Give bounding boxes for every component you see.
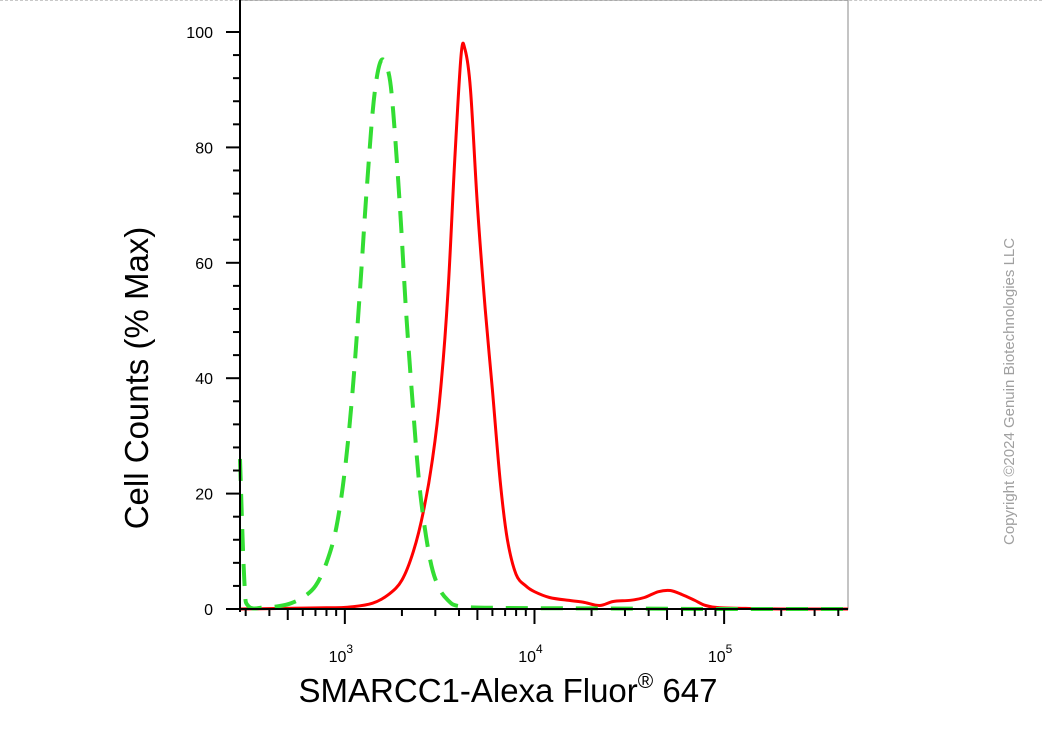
histogram-curves: [238, 41, 849, 612]
y-tick-label: 80: [195, 140, 213, 157]
dashed-green-curve: [238, 57, 849, 612]
x-axis-label: SMARCC1-Alexa Fluor® 647: [299, 670, 718, 709]
x-tick-label: 104: [518, 642, 543, 666]
y-axis-label: Cell Counts (% Max): [118, 227, 155, 530]
copyright-watermark: Copyright ©2024 Genuin Biotechnologies L…: [1001, 237, 1018, 545]
x-tick-label: 103: [329, 642, 354, 666]
y-tick-label: 100: [186, 25, 213, 42]
y-tick-label: 60: [195, 256, 213, 273]
x-axis-label-superscript: ®: [638, 670, 654, 693]
x-tick-label: 105: [708, 642, 733, 666]
y-tick-label: 0: [204, 602, 213, 619]
y-tick-label: 40: [195, 371, 213, 388]
y-ticks: 0 20 40 60 80 100: [186, 25, 240, 619]
x-axis-label-suffix: 647: [653, 672, 717, 709]
solid-red-curve: [239, 41, 849, 611]
x-axis-label-main: SMARCC1-Alexa Fluor: [299, 672, 638, 709]
x-ticks: 103 104 105: [244, 609, 840, 666]
plot-frame: [239, 0, 849, 610]
axes: [232, 0, 848, 612]
y-tick-label: 20: [195, 487, 213, 504]
